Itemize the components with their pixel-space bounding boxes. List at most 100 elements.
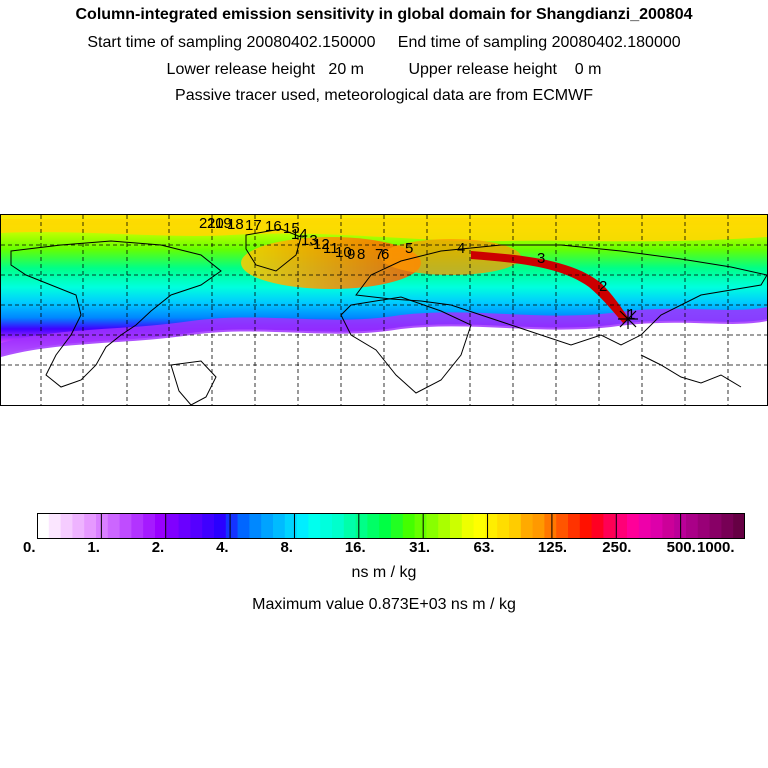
colorbar-cell	[485, 513, 498, 539]
coast-north-america	[10, 240, 222, 388]
trajectory-label: 21	[199, 215, 216, 232]
colorbar-tick-label: 1.	[87, 539, 100, 556]
receptor-marker	[618, 309, 638, 329]
colorbar-cell	[261, 513, 274, 539]
colorbar-cell	[37, 513, 50, 539]
trajectory-label: 4	[457, 240, 465, 257]
colorbar-cell	[296, 513, 309, 539]
colorbar-cell	[367, 513, 380, 539]
colorbar-cell	[520, 513, 534, 539]
coast-maritime-asia	[640, 354, 742, 388]
colorbar-cell	[473, 513, 486, 539]
colorbar-cell	[84, 513, 97, 539]
trajectory-label: 11	[323, 240, 339, 257]
colorbar-cell	[509, 513, 522, 539]
colorbar-tick-label: 4.	[216, 539, 229, 556]
colorbar-cell	[155, 513, 168, 539]
plot-title: Column-integrated emission sensitivity i…	[75, 6, 693, 23]
trajectory-label: 16	[265, 218, 282, 235]
colorbar-tick-label: 8.	[280, 539, 293, 556]
colorbar-cell	[214, 513, 227, 539]
colorbar-cell	[497, 513, 510, 539]
colorbar-cell	[60, 513, 73, 539]
trajectory-label: 5	[405, 240, 413, 257]
trajectory-label: 14	[291, 226, 308, 243]
colorbar-cell	[686, 513, 699, 539]
colorbar-cell	[72, 513, 85, 539]
grid-lines	[1, 215, 767, 405]
colorbar-cell	[143, 513, 156, 539]
colorbar-cell	[426, 513, 439, 539]
colorbar-cell	[615, 513, 628, 539]
colorbar-cell	[237, 513, 250, 539]
plume-core-track	[471, 251, 629, 323]
colorbar-cell	[166, 513, 180, 539]
colorbar-cell	[438, 513, 451, 539]
colorbar-cell	[190, 513, 203, 539]
colorbar-cell	[579, 513, 593, 539]
plume-europe	[241, 237, 421, 289]
colorbar-cell	[697, 513, 711, 539]
maximum-value: Maximum value 0.873E+03 ns m / kg	[252, 596, 516, 613]
colorbar-cell	[414, 513, 427, 539]
colorbar-cell	[178, 513, 191, 539]
colorbar-tick-label: 0.	[23, 539, 36, 556]
colorbar-cell	[568, 513, 581, 539]
colorbar-cell	[650, 513, 663, 539]
colorbar-border	[37, 513, 745, 539]
coast-africa	[340, 296, 472, 394]
colorbar-cell	[119, 513, 132, 539]
colorbar-cell	[320, 513, 333, 539]
colorbar-cell	[379, 513, 392, 539]
colorbar-tick-label: 63.	[473, 539, 495, 556]
colorbar-cell	[450, 513, 463, 539]
trajectory-label: 6	[381, 246, 389, 263]
colorbar-cell	[544, 513, 557, 539]
colorbar-tick-label: 31.	[409, 539, 431, 556]
colorbar-cell	[249, 513, 262, 539]
colorbar-cell	[308, 513, 321, 539]
colorbar-tick-label: 500.	[666, 539, 696, 556]
colorbar-cell	[461, 513, 475, 539]
colorbar-cell	[48, 513, 62, 539]
colorbar	[37, 513, 745, 539]
colorbar-cell	[402, 513, 416, 539]
colorbar-tick-label: 250.	[602, 539, 632, 556]
colorbar-cell	[131, 513, 144, 539]
colorbar-cell	[202, 513, 215, 539]
colorbar-tick-label: 1000.	[697, 539, 735, 556]
colorbar-cell	[638, 513, 652, 539]
colorbar-unit: ns m / kg	[351, 564, 417, 581]
trajectory-label: 10	[335, 244, 352, 261]
trajectory-label: 20	[207, 215, 224, 232]
trajectory-label: 19	[215, 215, 232, 232]
colorbar-cell	[662, 513, 675, 539]
trajectory-label: 1	[627, 306, 635, 323]
tracer-note: Passive tracer used, meteorological data…	[175, 87, 593, 104]
trajectory-label: 17	[245, 217, 262, 234]
colorbar-cell	[284, 513, 298, 539]
colorbar-cell	[532, 513, 545, 539]
colorbar-cell	[721, 513, 734, 539]
colorbar-cell	[273, 513, 286, 539]
trajectory-label: 9	[347, 246, 355, 263]
trajectory-label: 2	[599, 278, 607, 295]
trajectory-label: 3	[537, 250, 545, 267]
colorbar-cell	[709, 513, 722, 539]
trajectory-label: 7	[375, 246, 383, 263]
sensitivity-map: 21 20 19 18 17 16 15 14 13 12 11 10 9 8 7 6 5 4 3 2 1	[0, 214, 768, 406]
colorbar-cell	[733, 513, 745, 539]
trajectory-label: 15	[283, 220, 300, 237]
plume-siberia	[381, 239, 521, 275]
colorbar-cell	[107, 513, 121, 539]
colorbar-cell	[96, 513, 109, 539]
colorbar-cell	[627, 513, 640, 539]
trajectory-label: 12	[313, 236, 330, 253]
violet-fringe	[1, 307, 767, 357]
trajectory-label: 13	[301, 232, 318, 249]
coast-south-america	[170, 360, 217, 405]
colorbar-tick-label: 2.	[151, 539, 165, 556]
colorbar-cell	[332, 513, 345, 539]
